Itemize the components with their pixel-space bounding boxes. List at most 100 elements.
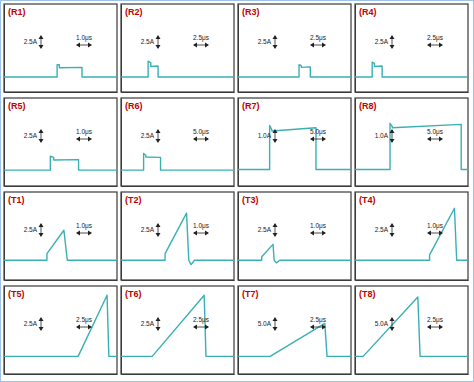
waveform xyxy=(121,61,234,77)
plot-area xyxy=(238,65,351,77)
axis-line xyxy=(239,374,352,375)
horizontal-scale-arrow xyxy=(193,231,209,236)
panel: (R7)1.0A5.0μs xyxy=(238,98,352,187)
vertical-scale-label: 5.0A xyxy=(258,320,272,327)
panel-title: (T2) xyxy=(125,195,142,205)
axis-line xyxy=(356,374,469,375)
plot-frame xyxy=(355,192,468,280)
x-axis xyxy=(239,92,352,93)
vertical-scale-label: 2.5A xyxy=(24,38,38,45)
axis-line xyxy=(5,280,118,281)
axis-line xyxy=(356,280,469,281)
vertical-scale-arrow xyxy=(39,223,44,237)
y-axis xyxy=(121,99,122,187)
y-axis xyxy=(238,287,239,375)
plot-area xyxy=(355,297,468,356)
axis-line xyxy=(356,186,469,187)
horizontal-scale-label: 2.5μs xyxy=(76,316,93,324)
plot-area xyxy=(121,295,234,356)
axis-line xyxy=(239,92,352,93)
plot-frame xyxy=(4,286,117,374)
panel-title: (R8) xyxy=(359,101,377,111)
horizontal-scale-label: 1.0μs xyxy=(193,222,210,230)
waveform xyxy=(4,156,117,170)
plot-area xyxy=(121,213,234,264)
plot-frame xyxy=(4,98,117,186)
panel-title: (R2) xyxy=(125,7,143,17)
axis-line xyxy=(121,5,122,93)
plot-area xyxy=(238,126,351,170)
panel: (R5)2.5A1.0μs xyxy=(4,98,118,187)
panel: (R2)2.5A2.5μs xyxy=(121,4,235,93)
axis-line xyxy=(4,287,5,375)
x-axis xyxy=(5,280,118,281)
x-axis xyxy=(356,92,469,93)
vertical-scale-arrow xyxy=(390,317,395,331)
vertical-scale-arrow xyxy=(39,129,44,143)
panel: (R1)2.5A1.0μs xyxy=(4,4,118,93)
plot-frame xyxy=(4,4,117,92)
x-axis xyxy=(122,280,235,281)
axis-line xyxy=(238,193,239,281)
axis-line xyxy=(238,99,239,187)
vertical-scale-arrow xyxy=(390,35,395,49)
vertical-scale-label: 2.5A xyxy=(141,132,155,139)
vertical-scale-arrow xyxy=(156,35,161,49)
horizontal-scale-label: 1.0μs xyxy=(310,222,327,230)
y-axis xyxy=(238,5,239,93)
plot-frame xyxy=(355,286,468,374)
plot-area xyxy=(355,62,468,77)
vertical-scale-arrow xyxy=(156,129,161,143)
x-axis xyxy=(239,186,352,187)
vertical-scale-label: 1.0A xyxy=(375,132,389,139)
vertical-scale-arrow xyxy=(273,35,278,49)
axis-line xyxy=(122,374,235,375)
horizontal-scale-label: 5.0μs xyxy=(193,128,210,136)
horizontal-scale-label: 2.5μs xyxy=(427,34,444,42)
waveform xyxy=(121,295,234,356)
panel-title: (T5) xyxy=(8,289,25,299)
waveform xyxy=(4,65,117,77)
vertical-scale-label: 5.0A xyxy=(375,320,389,327)
axis-line xyxy=(4,193,5,281)
axis-line xyxy=(5,374,118,375)
panel: (T6)2.5A2.5μs xyxy=(121,286,235,375)
x-axis xyxy=(356,374,469,375)
plot-frame xyxy=(238,98,351,186)
plot-frame xyxy=(4,192,117,280)
y-axis xyxy=(355,193,356,281)
plot-area xyxy=(4,65,117,77)
plot-frame xyxy=(238,286,351,374)
vertical-scale-label: 2.5A xyxy=(24,226,38,233)
vertical-scale-label: 2.5A xyxy=(375,38,389,45)
waveform xyxy=(4,230,117,260)
vertical-scale-arrow xyxy=(273,223,278,237)
horizontal-scale-arrow xyxy=(310,325,326,330)
panel-title: (R3) xyxy=(242,7,260,17)
panel-title: (T8) xyxy=(359,289,376,299)
y-axis xyxy=(121,5,122,93)
axis-line xyxy=(121,99,122,187)
vertical-scale-label: 2.5A xyxy=(375,226,389,233)
plot-frame xyxy=(121,192,234,280)
axis-line xyxy=(121,193,122,281)
axis-line xyxy=(121,287,122,375)
x-axis xyxy=(239,280,352,281)
axis-line xyxy=(355,287,356,375)
panel: (R3)2.5A2.5μs xyxy=(238,4,352,93)
plot-area xyxy=(238,323,351,356)
plot-area xyxy=(4,295,117,356)
y-axis xyxy=(4,193,5,281)
horizontal-scale-label: 2.5μs xyxy=(310,316,327,324)
axis-line xyxy=(355,5,356,93)
axis-line xyxy=(122,92,235,93)
panel-title: (T6) xyxy=(125,289,142,299)
vertical-scale-label: 2.5A xyxy=(24,132,38,139)
x-axis xyxy=(356,280,469,281)
plot-frame xyxy=(121,98,234,186)
axis-line xyxy=(355,99,356,187)
x-axis xyxy=(5,374,118,375)
plot-area xyxy=(355,123,468,169)
x-axis xyxy=(5,186,118,187)
horizontal-scale-arrow xyxy=(76,231,92,236)
